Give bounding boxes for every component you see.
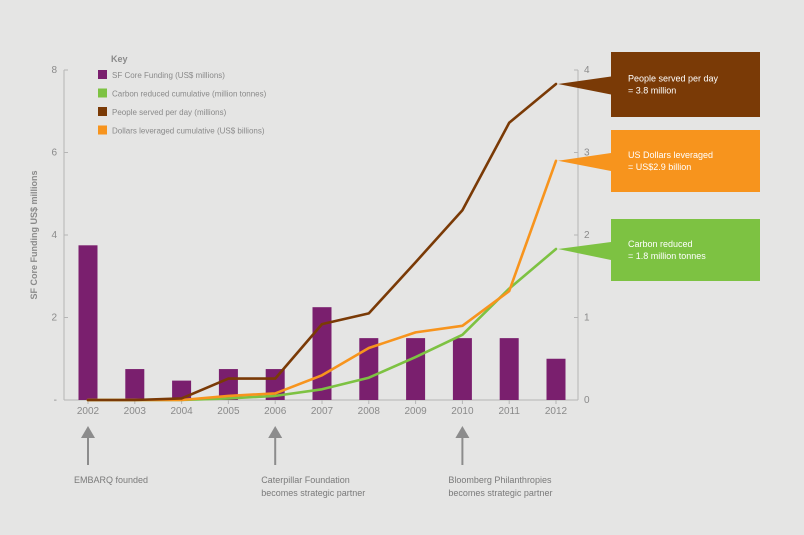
milestone-text-line1: Caterpillar Foundation [261,475,350,485]
funding-bar [312,307,332,400]
x-tick-label: 2008 [358,406,381,417]
x-tick-label: 2011 [498,406,520,417]
callout-text-line2: = US$2.9 billion [628,162,691,172]
y-right-tick-label: 4 [584,65,590,76]
x-tick-label: 2006 [264,406,287,417]
milestone-text-line2: becomes strategic partner [261,488,365,498]
legend-swatch [98,88,107,98]
callout-box [611,130,760,192]
callout-text-line1: People served per day [628,74,719,84]
series-line-1 [86,82,558,402]
milestone-arrow-head [268,426,283,438]
callout-text-line1: Carbon reduced [628,239,693,249]
legend-label: Carbon reduced cumulative (million tonne… [112,90,267,99]
x-tick-label: 2007 [311,406,334,417]
milestone-text-line1: Bloomberg Philanthropies [448,475,552,485]
key-title: Key [111,54,128,64]
x-tick-label: 2009 [404,406,427,417]
funding-bar [218,369,238,400]
milestone-text-line1: EMBARQ founded [74,475,148,485]
y-right-tick-label: 1 [584,313,590,324]
legend-swatch [98,107,107,116]
x-tick-label: 2002 [77,406,100,417]
callout-text-line2: = 1.8 million tonnes [628,251,706,261]
funding-bar [499,338,519,400]
milestone-text-line2: becomes strategic partner [448,488,552,498]
y-left-tick-label: 2 [51,313,57,324]
funding-bar [359,338,379,400]
x-tick-label: 2012 [545,406,568,417]
callout-text-line1: US Dollars leveraged [628,150,713,160]
funding-bar [452,338,472,400]
callout-pointer [558,153,611,171]
y-left-tick-label: 8 [51,65,57,76]
milestone-arrow-head [81,426,95,438]
callout-box [611,52,760,117]
callout-box [611,219,760,281]
y-left-tick-label: 4 [51,230,57,241]
funding-bar [78,245,98,400]
funding-bar [406,338,426,400]
y-left-tick-label: - [54,395,57,406]
milestone-arrow-head [455,426,470,438]
y-left-tick-label: 6 [51,148,57,159]
legend-label: People served per day (millions) [112,108,227,117]
x-tick-label: 2010 [451,406,474,417]
y-right-tick-label: 2 [584,230,590,241]
x-tick-label: 2005 [217,406,240,417]
x-tick-label: 2004 [170,406,193,417]
legend-swatch [98,70,107,79]
funding-bar [125,369,145,400]
callout-pointer [558,76,611,95]
y-axis-title: SF Core Funding US$ millions [29,170,39,299]
legend-swatch [98,125,107,135]
legend-label: Dollars leveraged cumulative (US$ billio… [112,127,265,136]
x-tick-label: 2003 [124,406,147,417]
y-right-tick-label: 0 [584,395,590,406]
callout-pointer [558,242,611,260]
y-right-tick-label: 3 [584,148,590,159]
legend-label: SF Core Funding (US$ millions) [112,71,225,80]
callout-text-line2: = 3.8 million [628,86,676,96]
funding-bar [546,358,566,400]
